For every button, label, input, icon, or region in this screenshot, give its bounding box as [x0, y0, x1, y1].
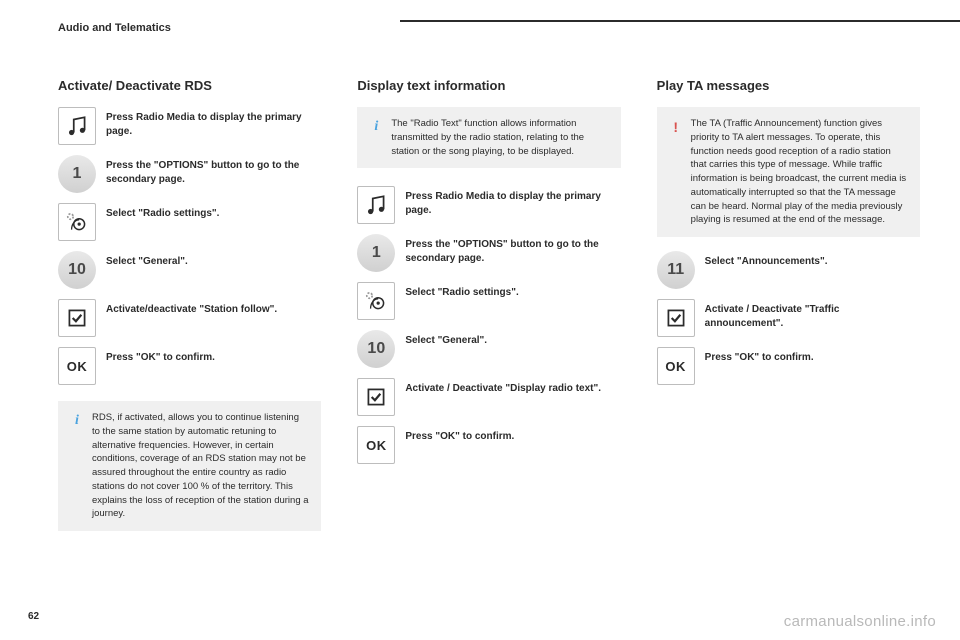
col3-steps: 11 Select "Announcements". Activate / De…: [657, 251, 920, 385]
step-number-icon: 1: [357, 234, 395, 272]
ok-icon: OK: [357, 426, 395, 464]
checkbox-icon: [357, 378, 395, 416]
col-display-text: Display text information i The "Radio Te…: [357, 78, 620, 531]
step: Activate / Deactivate "Traffic announcem…: [657, 299, 920, 337]
step: 10 Select "General".: [58, 251, 321, 289]
step-number-icon: 10: [357, 330, 395, 368]
step-text: Press "OK" to confirm.: [405, 426, 514, 444]
step-number-icon: 10: [58, 251, 96, 289]
checkbox-icon: [657, 299, 695, 337]
step-text: Press Radio Media to display the primary…: [106, 107, 321, 138]
step-number-icon: 1: [58, 155, 96, 193]
step-text: Activate / Deactivate "Display radio tex…: [405, 378, 601, 396]
step-text: Select "Radio settings".: [405, 282, 518, 300]
step: 11 Select "Announcements".: [657, 251, 920, 289]
header-rule: [400, 20, 960, 22]
step-number-icon: 11: [657, 251, 695, 289]
page: Audio and Telematics Activate/ Deactivat…: [0, 0, 960, 640]
step-text: Press Radio Media to display the primary…: [405, 186, 620, 217]
note-text: The TA (Traffic Announcement) function g…: [691, 117, 908, 227]
warn-icon: !: [669, 117, 683, 227]
header-section: Audio and Telematics: [58, 22, 920, 34]
step: OK Press "OK" to confirm.: [657, 347, 920, 385]
ok-icon: OK: [657, 347, 695, 385]
step-text: Activate / Deactivate "Traffic announcem…: [705, 299, 920, 330]
page-number: 62: [28, 611, 39, 622]
col-ta-messages: Play TA messages ! The TA (Traffic Annou…: [657, 78, 920, 531]
warn-note: ! The TA (Traffic Announcement) function…: [657, 107, 920, 237]
step-text: Press "OK" to confirm.: [705, 347, 814, 365]
watermark: carmanualsonline.info: [784, 613, 936, 630]
col-rds: Activate/ Deactivate RDS Press Radio Med…: [58, 78, 321, 531]
note-text: The "Radio Text" function allows informa…: [391, 117, 608, 158]
step-text: Select "General".: [106, 251, 188, 269]
radio-gear-icon: [357, 282, 395, 320]
col2-title: Display text information: [357, 78, 620, 93]
music-note-icon: [357, 186, 395, 224]
step-text: Select "Announcements".: [705, 251, 828, 269]
step-text: Press "OK" to confirm.: [106, 347, 215, 365]
step-text: Activate/deactivate "Station follow".: [106, 299, 277, 317]
info-icon: i: [369, 117, 383, 158]
col3-title: Play TA messages: [657, 78, 920, 93]
step: Activate/deactivate "Station follow".: [58, 299, 321, 337]
step: OK Press "OK" to confirm.: [58, 347, 321, 385]
step: Select "Radio settings".: [357, 282, 620, 320]
col1-title: Activate/ Deactivate RDS: [58, 78, 321, 93]
step: 10 Select "General".: [357, 330, 620, 368]
step-text: Select "General".: [405, 330, 487, 348]
step: 1 Press the "OPTIONS" button to go to th…: [357, 234, 620, 272]
music-note-icon: [58, 107, 96, 145]
step-text: Press the "OPTIONS" button to go to the …: [405, 234, 620, 265]
radio-gear-icon: [58, 203, 96, 241]
step: Select "Radio settings".: [58, 203, 321, 241]
info-note: i The "Radio Text" function allows infor…: [357, 107, 620, 168]
step: Press Radio Media to display the primary…: [357, 186, 620, 224]
step: OK Press "OK" to confirm.: [357, 426, 620, 464]
step-text: Select "Radio settings".: [106, 203, 219, 221]
note-text: RDS, if activated, allows you to continu…: [92, 411, 309, 521]
info-note: i RDS, if activated, allows you to conti…: [58, 401, 321, 531]
step-text: Press the "OPTIONS" button to go to the …: [106, 155, 321, 186]
step: 1 Press the "OPTIONS" button to go to th…: [58, 155, 321, 193]
checkbox-icon: [58, 299, 96, 337]
ok-icon: OK: [58, 347, 96, 385]
info-icon: i: [70, 411, 84, 521]
columns: Activate/ Deactivate RDS Press Radio Med…: [58, 78, 920, 531]
step: Press Radio Media to display the primary…: [58, 107, 321, 145]
step: Activate / Deactivate "Display radio tex…: [357, 378, 620, 416]
